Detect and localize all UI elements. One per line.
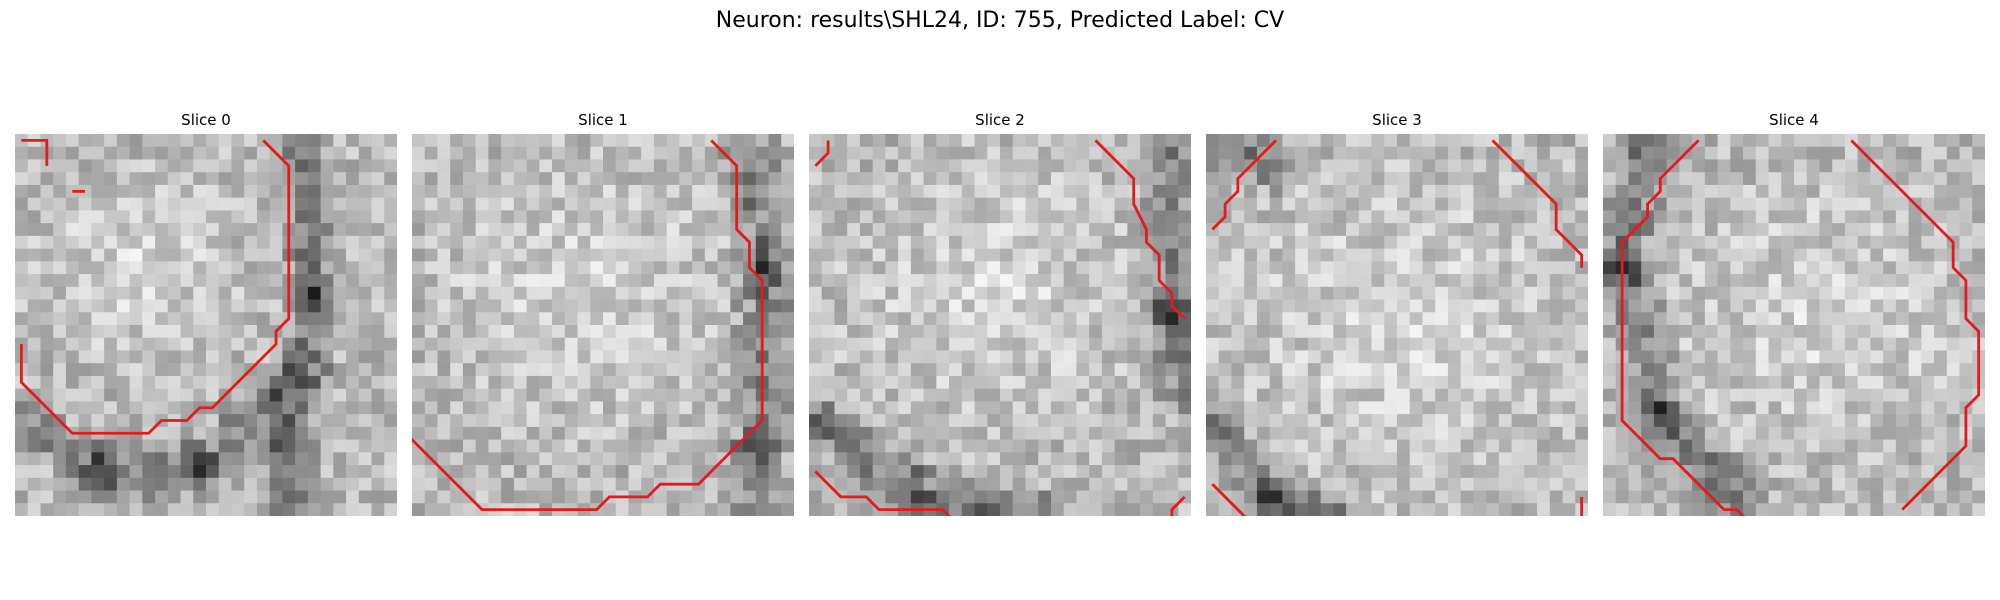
segmentation-contour — [1620, 139, 1981, 516]
slice-image — [809, 134, 1191, 516]
contour-line — [1620, 139, 1746, 516]
contour-line — [814, 140, 830, 167]
slice-title: Slice 2 — [975, 111, 1025, 129]
segmentation-contour — [412, 139, 764, 512]
slice-image — [1206, 134, 1588, 516]
slice-image — [1603, 134, 1985, 516]
contour-line — [814, 470, 952, 516]
slice-panel-2: Slice 2 — [809, 110, 1191, 516]
segmentation-contour — [19, 138, 291, 435]
figure-title: Neuron: results\SHL24, ID: 755, Predicte… — [715, 8, 1285, 33]
slice-panel-0: Slice 0 — [15, 110, 397, 516]
slice-image — [412, 134, 794, 516]
slice-title: Slice 0 — [181, 111, 231, 129]
segmentation-contour — [814, 139, 1186, 516]
slice-panel-3: Slice 3 — [1206, 110, 1588, 516]
slice-panel-4: Slice 4 — [1603, 110, 1985, 516]
contour-line — [21, 138, 86, 193]
segmentation-contour — [1211, 139, 1584, 516]
contour-line — [1170, 495, 1186, 516]
slice-image — [15, 134, 397, 516]
slice-title: Slice 1 — [578, 111, 628, 129]
contour-line — [1211, 483, 1247, 516]
contour-line — [1094, 139, 1186, 320]
contour-line — [1850, 139, 1981, 511]
contour-line — [412, 139, 764, 512]
slice-title: Slice 3 — [1372, 111, 1422, 129]
slice-panel-1: Slice 1 — [412, 110, 794, 516]
slice-title: Slice 4 — [1769, 111, 1819, 129]
contour-line — [1211, 139, 1278, 231]
contour-line — [1491, 139, 1584, 268]
contour-line — [19, 139, 291, 435]
